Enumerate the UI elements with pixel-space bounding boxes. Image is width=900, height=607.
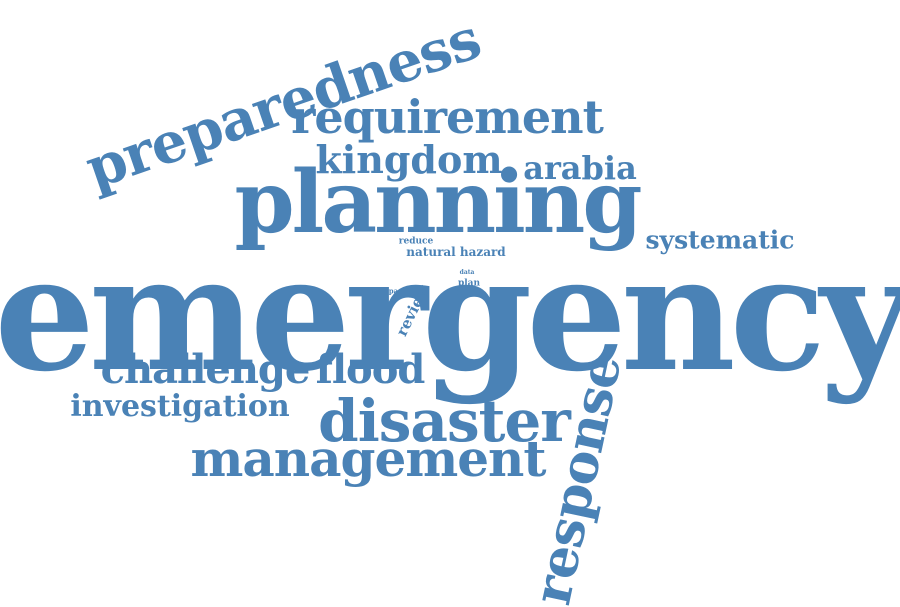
word-challenge: challenge [100, 346, 311, 393]
word-requirement: requirement [291, 90, 604, 144]
word-management: management [190, 429, 547, 488]
word-planning: planning [234, 152, 643, 253]
word-data: data [459, 269, 475, 276]
word-lack: lack [457, 290, 471, 297]
word-reduce: reduce [398, 236, 434, 247]
word-plan: plan [457, 278, 481, 289]
word-disaster: disaster [318, 387, 571, 455]
word-flood: flood [315, 346, 426, 393]
word-paper: paper [388, 286, 412, 296]
word-systematic: systematic [645, 225, 795, 255]
word-natural-hazard: natural hazard [406, 245, 506, 259]
word-kingdom: kingdom [315, 137, 503, 182]
word-emergency: emergency [0, 222, 900, 407]
word-arabia: arabia [523, 149, 637, 187]
word-investigation: investigation [70, 389, 290, 424]
